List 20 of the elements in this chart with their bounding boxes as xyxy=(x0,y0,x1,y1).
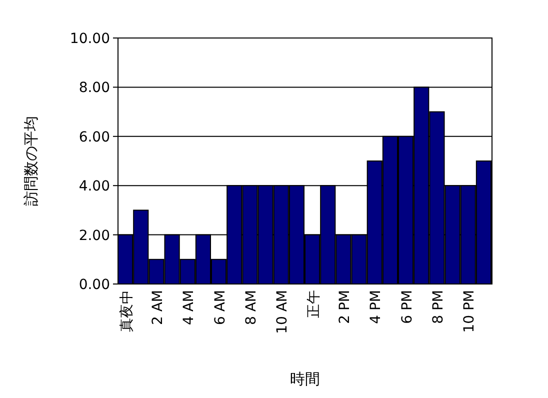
y-tick-label: 6.00 xyxy=(78,129,110,146)
x-tick-label: 2 PM xyxy=(336,290,353,324)
y-tick-label: 0.00 xyxy=(78,277,110,293)
x-tick-label: 10 PM xyxy=(462,290,478,333)
x-tick-label: 6 AM xyxy=(212,290,228,326)
y-tick-label: 8.00 xyxy=(78,80,110,96)
y-tick-label: 2.00 xyxy=(78,228,110,244)
x-tick-label: 4 PM xyxy=(368,290,384,324)
x-axis-title: 時間 xyxy=(290,370,320,388)
y-axis-title: 訪問数の平均 xyxy=(22,116,40,206)
x-tick-label: 8 AM xyxy=(243,290,260,326)
x-tick-label: 真夜中 xyxy=(118,290,135,332)
x-tick-label: 4 AM xyxy=(181,290,198,326)
y-tick-label: 10.00 xyxy=(70,31,110,47)
x-tick-label: 正午 xyxy=(306,290,322,318)
x-tick-label: 10 AM xyxy=(274,290,291,334)
x-tick-label: 6 PM xyxy=(399,290,416,324)
x-tick-label: 8 PM xyxy=(430,290,446,324)
x-tick-label: 2 AM xyxy=(150,290,166,326)
y-tick-label: 4.00 xyxy=(78,178,110,195)
